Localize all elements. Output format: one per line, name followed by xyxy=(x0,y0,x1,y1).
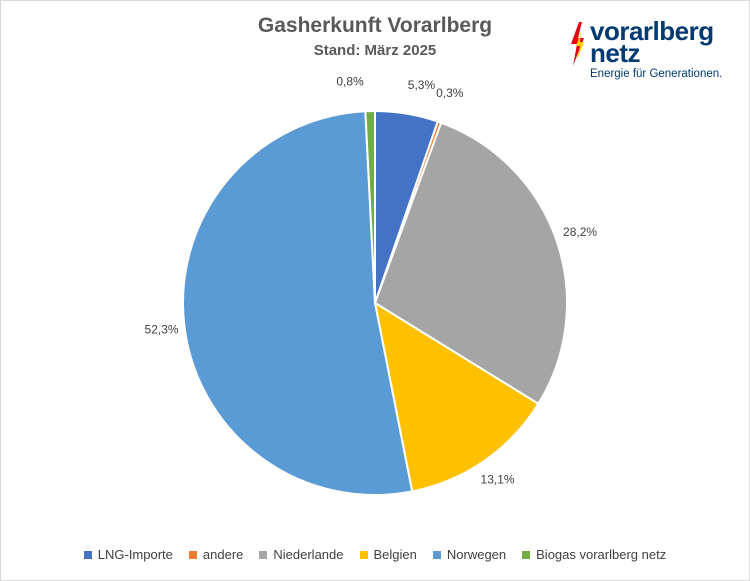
logo-word-2: netz xyxy=(590,38,641,68)
legend-item-andere: andere xyxy=(188,547,244,562)
pie-slice-biogas-vorarlberg-netz xyxy=(364,109,376,304)
legend-label: Belgien xyxy=(373,547,417,562)
logo-tagline: Energie für Generationen. xyxy=(590,68,723,80)
data-label-belgien: 13,1% xyxy=(481,473,515,487)
legend-swatch xyxy=(259,550,268,559)
legend-swatch xyxy=(522,550,531,559)
logo-bolt-icon xyxy=(571,22,584,66)
data-label-norwegen: 52,3% xyxy=(145,322,179,336)
legend-item-niederlande: Niederlande xyxy=(259,547,344,562)
legend-item-norwegen: Norwegen xyxy=(432,547,507,562)
legend-swatch xyxy=(359,550,368,559)
chart-title: Gasherkunft Vorarlberg xyxy=(257,14,493,37)
pie-slices xyxy=(182,109,568,496)
chart-subtitle: Stand: März 2025 xyxy=(313,42,437,59)
legend-item-lng-importe: LNG-Importe xyxy=(83,547,173,562)
data-label-lng-importe: 5,3% xyxy=(408,78,436,92)
legend-label: Niederlande xyxy=(273,547,344,562)
legend-label: andere xyxy=(202,547,244,562)
pie-slice-niederlande xyxy=(373,121,568,406)
pie-slice-belgien xyxy=(373,300,540,493)
legend-swatch xyxy=(432,550,441,559)
logo-word-1: vorarlberg xyxy=(590,16,714,46)
vorarlberg-netz-logo: vorarlberg netz Energie für Generationen… xyxy=(568,16,740,86)
legend-label: Biogas vorarlberg netz xyxy=(536,547,667,562)
pie-labels: 5,3%0,3% 28,2% 13,1% 52,3% 0,8% xyxy=(145,75,598,487)
data-label-biogas-vorarlberg-netz: 0,8% xyxy=(336,75,364,89)
chart-legend: LNG-Importe andere Niederlande Belgien Norwe… xyxy=(0,547,750,562)
data-label-andere: 0,3% xyxy=(436,86,464,100)
legend-item-biogas-vorarlberg-netz: Biogas vorarlberg netz xyxy=(522,547,666,562)
legend-label: Norwegen xyxy=(446,547,507,562)
legend-swatch xyxy=(188,550,197,559)
legend-swatch xyxy=(83,550,92,559)
legend-item-belgien: Belgien xyxy=(359,547,417,562)
legend-label: LNG-Importe xyxy=(97,547,173,562)
pie-slice-norwegen xyxy=(182,110,414,496)
data-label-niederlande: 28,2% xyxy=(563,225,597,239)
